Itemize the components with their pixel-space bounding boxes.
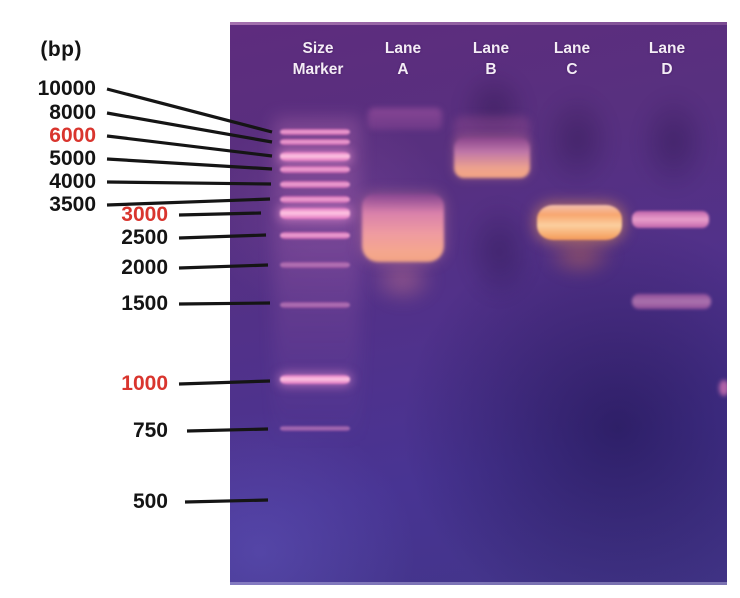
size-marker-label-5000: 5000	[49, 147, 96, 170]
lane-header-line2: A	[397, 61, 409, 78]
bp-unit-label: (bp)	[40, 38, 82, 61]
lane-d-upper-shadow	[626, 77, 721, 207]
marker-band-3000	[280, 208, 350, 219]
lane-a-main-band	[362, 194, 444, 262]
size-marker-label-1000: 1000	[121, 372, 168, 395]
size-marker-label-500: 500	[132, 490, 168, 513]
marker-band-1000	[280, 375, 350, 384]
lane-d-lower-band	[632, 294, 711, 309]
marker-band-8000	[280, 139, 350, 145]
lane-header-line1: Lane	[553, 40, 591, 57]
lane-header-line2: B	[485, 61, 497, 78]
size-marker-label-750: 750	[132, 419, 168, 442]
lane-d-upper-band	[632, 211, 709, 228]
lane-c-main-band	[537, 205, 622, 240]
size-marker-label-2500: 2500	[121, 226, 168, 249]
marker-band-10000	[280, 129, 350, 135]
marker-band-3500	[280, 196, 350, 203]
marker-band-5000	[280, 166, 350, 173]
size-marker-label-8000: 8000	[49, 101, 96, 124]
size-marker-label-6000: 6000	[49, 124, 96, 147]
lane-a-faint-high-band	[368, 108, 442, 130]
marker-band-2500	[280, 232, 350, 239]
lane-header-line1: Size	[302, 40, 334, 57]
marker-band-2000	[280, 262, 350, 268]
marker-band-1500	[280, 302, 350, 308]
size-marker-label-3500: 3500	[49, 193, 96, 216]
lane-header-line2: C	[566, 61, 578, 78]
marker-band-6000	[280, 152, 350, 161]
gel-photo: Size Marker Lane A Lane B Lane C Lane D	[230, 22, 727, 585]
lane-header-line2: D	[661, 61, 673, 78]
gel-edge-artifact-dot	[719, 380, 727, 396]
size-marker-label-1500: 1500	[121, 292, 168, 315]
marker-band-750	[280, 426, 350, 431]
size-marker-label-3000: 3000	[121, 203, 168, 226]
lane-c-upper-shadow	[530, 77, 625, 202]
size-marker-label-2000: 2000	[121, 256, 168, 279]
lane-header-lane-c: Lane C	[527, 38, 617, 80]
size-marker-label-10000: 10000	[37, 77, 96, 100]
lane-header-line1: Lane	[648, 40, 686, 57]
size-marker-label-4000: 4000	[49, 170, 96, 193]
lane-b-lower-shadow	[452, 187, 547, 317]
marker-band-4000	[280, 181, 350, 188]
lane-header-lane-b: Lane B	[446, 38, 536, 80]
lane-b-main-band	[454, 138, 530, 178]
lane-header-size-marker: Size Marker	[273, 38, 363, 80]
lane-header-line1: Lane	[384, 40, 422, 57]
lane-header-line1: Lane	[472, 40, 510, 57]
lane-header-lane-a: Lane A	[358, 38, 448, 80]
lane-header-lane-d: Lane D	[622, 38, 712, 80]
lane-header-line2: Marker	[292, 61, 344, 78]
